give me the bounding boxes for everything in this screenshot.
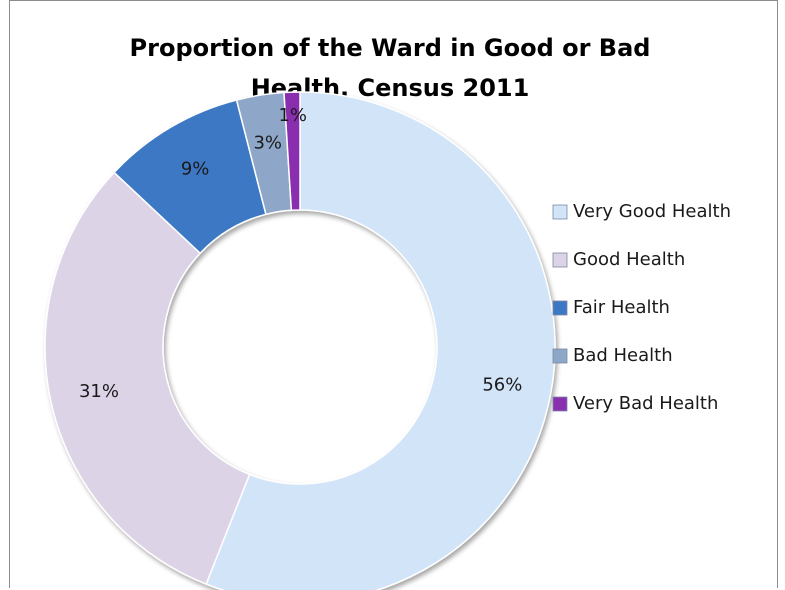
data-label-good-health: 31% xyxy=(79,381,119,402)
legend-swatch-bad-health xyxy=(552,348,568,364)
data-label-very-good-health: 56% xyxy=(482,375,522,396)
legend-swatch-fair-health xyxy=(552,300,568,316)
legend-label-good-health: Good Health xyxy=(573,249,685,270)
legend-swatch-very-good-health xyxy=(552,204,568,220)
data-label-very-bad-health: 1% xyxy=(278,105,307,126)
legend-label-bad-health: Bad Health xyxy=(573,345,673,366)
legend: Very Good Health Good Health Fair Health Ba… xyxy=(552,201,731,414)
doughnut-slices xyxy=(44,91,556,590)
legend-label-very-good-health: Very Good Health xyxy=(573,201,731,222)
legend-label-fair-health: Fair Health xyxy=(573,297,670,318)
data-labels: 56% 31% 9% 3% 1% xyxy=(79,105,522,402)
slice-very-bad-health xyxy=(283,91,301,212)
data-label-bad-health: 3% xyxy=(253,133,282,154)
legend-swatch-very-bad-health xyxy=(552,396,568,412)
slice-good-health xyxy=(44,171,251,586)
chart-title-line-1: Proportion of the Ward in Good or Bad xyxy=(130,34,651,62)
data-label-fair-health: 9% xyxy=(181,159,210,180)
legend-swatch-good-health xyxy=(552,252,568,268)
slice-very-good-health xyxy=(205,91,556,590)
legend-label-very-bad-health: Very Bad Health xyxy=(573,393,718,414)
